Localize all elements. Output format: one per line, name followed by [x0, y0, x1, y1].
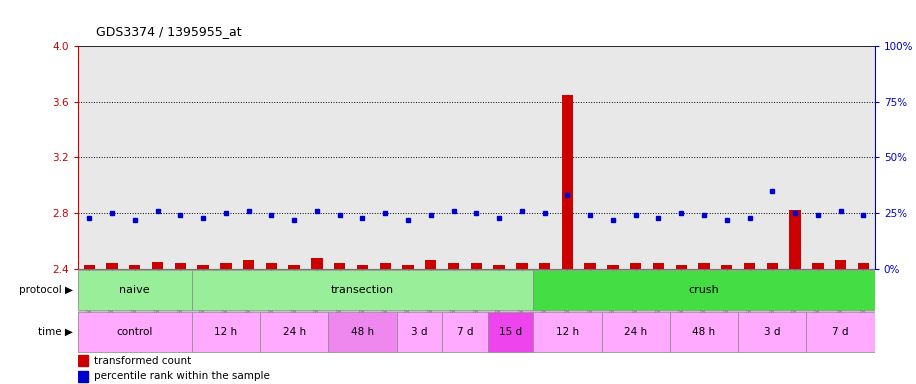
Bar — [812, 263, 823, 269]
Bar — [857, 263, 869, 269]
Text: 7 d: 7 d — [457, 327, 474, 337]
Text: GDS3374 / 1395955_at: GDS3374 / 1395955_at — [96, 25, 242, 38]
Bar — [356, 265, 368, 269]
Bar — [516, 263, 528, 269]
Text: 12 h: 12 h — [556, 327, 579, 337]
Bar — [767, 263, 778, 269]
Bar — [402, 265, 414, 269]
Text: 24 h: 24 h — [283, 327, 306, 337]
Bar — [602, 312, 670, 353]
Bar — [152, 262, 163, 269]
Bar — [834, 260, 846, 269]
Bar — [260, 312, 328, 353]
Bar — [289, 265, 300, 269]
Bar — [744, 263, 755, 269]
Bar — [328, 312, 397, 353]
Bar — [494, 265, 505, 269]
Bar — [539, 263, 551, 269]
Bar — [806, 312, 875, 353]
Text: 48 h: 48 h — [351, 327, 374, 337]
Bar — [191, 312, 260, 353]
Bar — [653, 263, 664, 269]
Bar — [175, 263, 186, 269]
Text: percentile rank within the sample: percentile rank within the sample — [93, 371, 269, 381]
Bar — [129, 265, 140, 269]
Text: time ▶: time ▶ — [38, 327, 73, 337]
Bar — [471, 263, 482, 269]
Bar — [266, 263, 277, 269]
Bar — [698, 263, 710, 269]
Bar — [721, 265, 733, 269]
Bar — [83, 265, 95, 269]
Bar — [379, 263, 391, 269]
Bar — [448, 263, 459, 269]
Bar — [78, 270, 191, 310]
Text: protocol ▶: protocol ▶ — [19, 285, 73, 295]
Text: 3 d: 3 d — [764, 327, 780, 337]
Bar — [243, 260, 255, 269]
Bar — [562, 95, 573, 269]
Bar — [106, 263, 117, 269]
Text: control: control — [116, 327, 153, 337]
Text: transformed count: transformed count — [93, 356, 191, 366]
Bar — [334, 263, 345, 269]
Bar — [397, 312, 442, 353]
Bar — [630, 263, 641, 269]
Text: 15 d: 15 d — [499, 327, 522, 337]
Bar — [78, 371, 88, 382]
Bar — [78, 312, 191, 353]
Bar — [78, 356, 88, 366]
Bar — [790, 210, 801, 269]
Bar — [487, 312, 533, 353]
Bar — [670, 312, 738, 353]
Text: crush: crush — [689, 285, 719, 295]
Bar — [675, 265, 687, 269]
Bar — [533, 312, 602, 353]
Bar — [607, 265, 618, 269]
Bar — [584, 263, 595, 269]
Text: 3 d: 3 d — [411, 327, 428, 337]
Bar — [191, 270, 533, 310]
Bar — [220, 263, 232, 269]
Text: naive: naive — [119, 285, 150, 295]
Bar — [442, 312, 487, 353]
Text: 7 d: 7 d — [833, 327, 849, 337]
Bar — [311, 258, 322, 269]
Text: 24 h: 24 h — [624, 327, 648, 337]
Bar — [425, 260, 436, 269]
Bar — [533, 270, 875, 310]
Text: 12 h: 12 h — [214, 327, 237, 337]
Text: transection: transection — [331, 285, 394, 295]
Bar — [197, 265, 209, 269]
Text: 48 h: 48 h — [692, 327, 715, 337]
Bar — [738, 312, 806, 353]
